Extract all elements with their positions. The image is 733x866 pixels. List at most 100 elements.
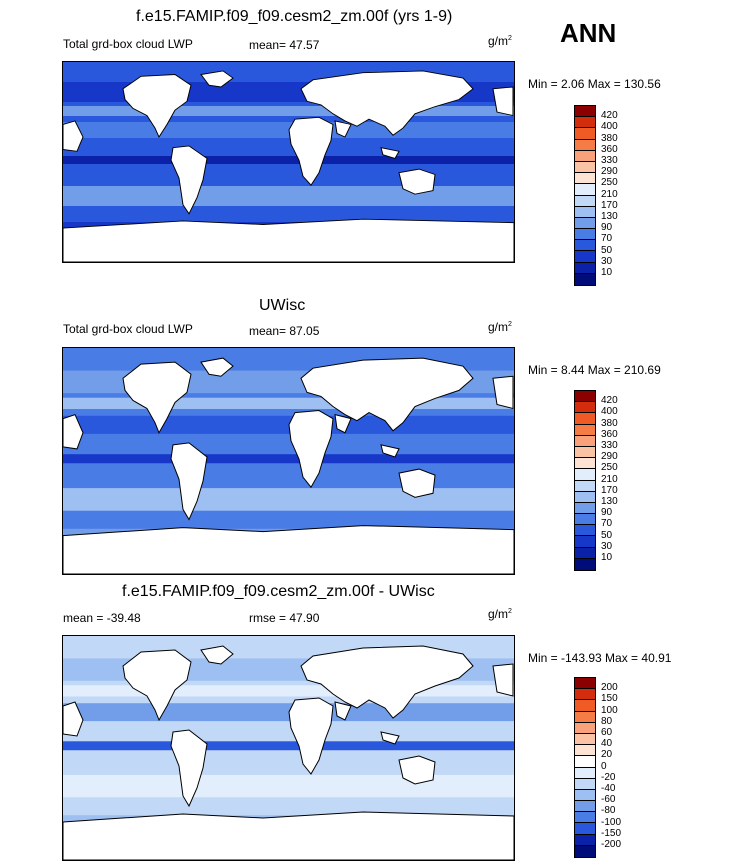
- panel-2-units: g/m2: [488, 320, 512, 334]
- field-band: [63, 122, 514, 138]
- colorbar-swatch: [575, 251, 595, 263]
- colorbar-swatch: [575, 402, 595, 414]
- colorbar-tick-label: 170: [601, 199, 618, 211]
- colorbar-swatch: [575, 733, 595, 746]
- colorbar-swatch: [575, 206, 595, 218]
- land-outline: [492, 375, 514, 410]
- colorbar-tick-label: 60: [601, 727, 613, 738]
- colorbar-swatch: [575, 446, 595, 459]
- colorbar-tick-label: 130: [601, 496, 618, 507]
- field-band: [63, 156, 514, 164]
- land-outline: [380, 444, 400, 458]
- land-outline: [492, 86, 514, 117]
- land-outline: [300, 357, 474, 432]
- land-outline: [492, 663, 514, 697]
- field-band: [63, 454, 514, 464]
- land-outline: [200, 357, 234, 377]
- colorbar-tick-label: -150: [601, 827, 622, 839]
- colorbar-swatch: [575, 678, 595, 690]
- colorbar-swatch: [575, 173, 595, 185]
- colorbar-tick-label: 290: [601, 451, 618, 463]
- land-outline: [63, 120, 84, 152]
- panel-3-units: g/m2: [488, 607, 512, 621]
- colorbar-tick-label: 30: [601, 540, 613, 552]
- colorbar-tick-label: 420: [601, 395, 618, 407]
- colorbar-tick-label: 400: [601, 121, 618, 133]
- panel-1-title: f.e15.FAMIP.f09_f09.cesm2_zm.00f (yrs 1-…: [136, 8, 453, 25]
- colorbar-swatch: [575, 217, 595, 230]
- colorbar-tick-label: -60: [601, 794, 616, 806]
- colorbar-swatch: [575, 117, 595, 129]
- colorbar-swatch: [575, 480, 595, 492]
- panel-2-field-label: Total grd-box cloud LWP: [63, 322, 193, 336]
- panel-1-colorbar: [574, 105, 596, 286]
- panel-2-minmax: Min = 8.44 Max = 210.69: [528, 363, 661, 377]
- land-outline: [63, 701, 84, 737]
- colorbar-swatch: [575, 514, 595, 526]
- colorbar-swatch: [575, 391, 595, 403]
- colorbar-tick-label: 200: [601, 682, 618, 694]
- field-band: [63, 741, 514, 751]
- colorbar-tick-label: 150: [601, 693, 618, 705]
- colorbar-tick-label: 70: [601, 518, 613, 530]
- panel-3-field: [63, 636, 514, 860]
- land-outline: [170, 442, 208, 521]
- colorbar-tick-label: 170: [601, 484, 618, 496]
- colorbar-tick-label: -200: [601, 839, 622, 850]
- panel-2-colorbar: [574, 390, 596, 571]
- land-outline: [170, 145, 208, 215]
- colorbar-tick-label: 80: [601, 715, 613, 727]
- land-outline: [288, 697, 334, 775]
- colorbar-tick-label: -80: [601, 805, 616, 817]
- colorbar-tick-label: 380: [601, 417, 618, 429]
- colorbar-tick-label: 10: [601, 552, 613, 563]
- colorbar-tick-label: 290: [601, 166, 618, 178]
- colorbar-swatch: [575, 823, 595, 835]
- colorbar-tick-label: 330: [601, 155, 618, 166]
- colorbar-tick-label: 360: [601, 143, 618, 155]
- land-outline: [334, 413, 352, 434]
- panel-1-units: g/m2: [488, 34, 512, 48]
- colorbar-swatch: [575, 161, 595, 174]
- field-band: [63, 106, 514, 116]
- field-band: [63, 774, 514, 798]
- colorbar-swatch: [575, 801, 595, 813]
- colorbar-swatch: [575, 547, 595, 559]
- colorbar-swatch: [575, 525, 595, 537]
- colorbar-swatch: [575, 273, 595, 285]
- panel-1-minmax: Min = 2.06 Max = 130.56: [528, 77, 661, 91]
- colorbar-swatch: [575, 834, 595, 846]
- field-band: [63, 685, 514, 697]
- colorbar-swatch: [575, 558, 595, 570]
- land-outline: [300, 645, 474, 719]
- panel-3-map: [62, 635, 515, 861]
- land-outline: [288, 116, 334, 187]
- colorbar-swatch: [575, 195, 595, 207]
- panel-3-mean: mean = -39.48: [63, 611, 141, 625]
- colorbar-tick-label: 30: [601, 255, 613, 267]
- colorbar-tick-label: 400: [601, 406, 618, 418]
- panel-3-colorbar: [574, 677, 596, 858]
- colorbar-tick-label: 20: [601, 749, 613, 761]
- panel-3-minmax: Min = -143.93 Max = 40.91: [528, 651, 672, 665]
- panel-2-mean: mean= 87.05: [249, 324, 320, 338]
- colorbar-swatch: [575, 536, 595, 548]
- colorbar-swatch: [575, 106, 595, 118]
- colorbar-swatch: [575, 150, 595, 162]
- colorbar-tick-label: -100: [601, 816, 622, 828]
- colorbar-swatch: [575, 502, 595, 515]
- land-outline: [63, 811, 514, 860]
- land-outline: [380, 147, 400, 159]
- land-outline: [380, 731, 400, 745]
- colorbar-tick-label: 420: [601, 110, 618, 122]
- colorbar-tick-label: -20: [601, 771, 616, 783]
- land-outline: [63, 413, 84, 450]
- land-outline: [398, 755, 436, 785]
- colorbar-tick-label: 330: [601, 440, 618, 451]
- colorbar-swatch: [575, 845, 595, 857]
- colorbar-tick-label: 250: [601, 177, 618, 189]
- colorbar-tick-label: 10: [601, 267, 613, 278]
- land-outline: [170, 729, 208, 808]
- land-outline: [63, 218, 514, 262]
- colorbar-tick-label: 210: [601, 473, 618, 485]
